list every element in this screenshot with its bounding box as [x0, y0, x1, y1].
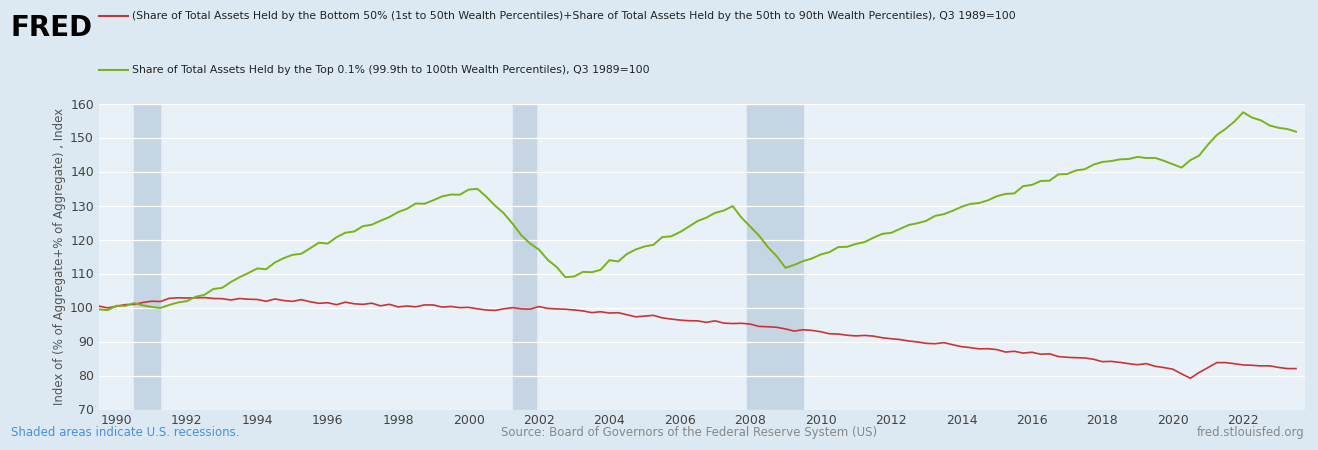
Bar: [134, 104, 161, 410]
Bar: [513, 104, 536, 410]
Bar: [747, 104, 803, 410]
Text: Share of Total Assets Held by the Top 0.1% (99.9th to 100th Wealth Percentiles),: Share of Total Assets Held by the Top 0.…: [132, 65, 650, 75]
Text: (Share of Total Assets Held by the Bottom 50% (1st to 50th Wealth Percentiles)+S: (Share of Total Assets Held by the Botto…: [132, 11, 1016, 21]
Text: FRED: FRED: [11, 14, 92, 41]
Text: Shaded areas indicate U.S. recessions.: Shaded areas indicate U.S. recessions.: [11, 426, 239, 439]
Text: Source: Board of Governors of the Federal Reserve System (US): Source: Board of Governors of the Federa…: [501, 426, 876, 439]
Y-axis label: Index of (% of Aggregate+% of Aggregate) , Index: Index of (% of Aggregate+% of Aggregate)…: [53, 108, 66, 405]
Text: fred.stlouisfed.org: fred.stlouisfed.org: [1197, 426, 1305, 439]
